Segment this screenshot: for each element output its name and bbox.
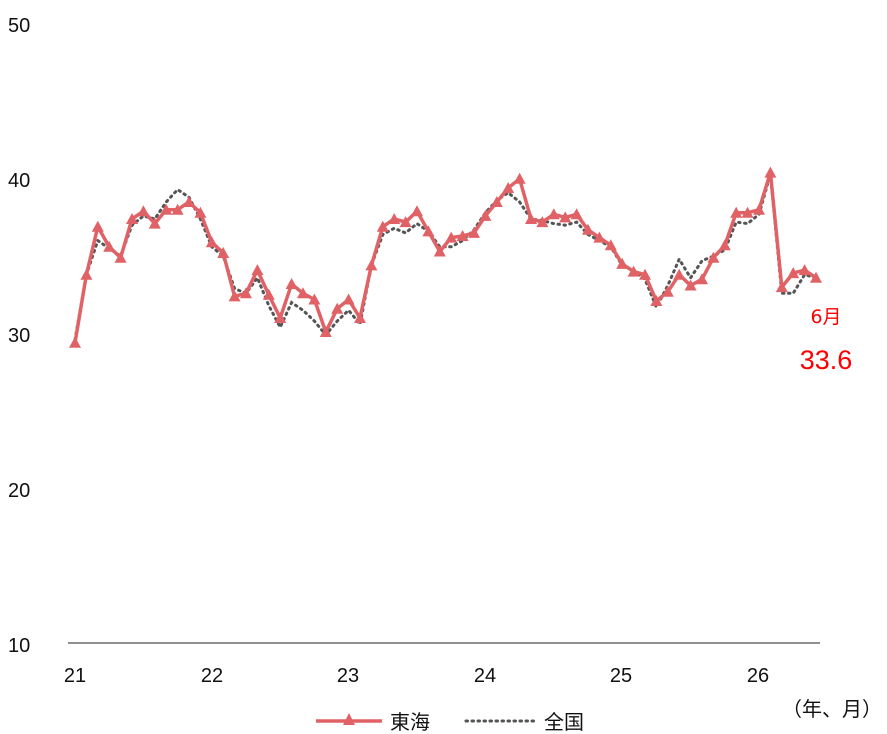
data-point-tokai — [160, 203, 173, 215]
y-tick-50: 50 — [8, 15, 30, 37]
data-point-tokai — [433, 245, 446, 257]
data-point-tokai — [240, 287, 252, 299]
data-point-tokai — [730, 206, 743, 218]
data-point-tokai — [582, 223, 594, 235]
data-point-tokai — [399, 216, 412, 228]
data-point-tokai — [456, 230, 469, 241]
x-tick-26: 26 — [747, 665, 769, 687]
data-point-tokai — [502, 182, 515, 193]
data-point-tokai — [764, 166, 777, 178]
data-point-tokai — [194, 206, 207, 218]
data-point-tokai — [148, 217, 161, 229]
y-tick-40: 40 — [8, 170, 30, 192]
series-tokai — [69, 166, 822, 348]
data-point-tokai — [365, 259, 378, 271]
data-point-tokai — [673, 268, 686, 280]
data-point-tokai — [650, 295, 663, 306]
x-unit-label: （年、月） — [782, 697, 882, 721]
x-tick-21: 21 — [64, 665, 86, 687]
data-point-tokai — [593, 231, 606, 243]
data-point-tokai — [741, 206, 754, 218]
data-point-tokai — [274, 312, 287, 323]
annotation-value: 33.6 — [800, 345, 853, 375]
data-point-tokai — [627, 265, 640, 277]
legend-label-national: 全国 — [544, 710, 584, 734]
data-point-tokai — [354, 312, 366, 323]
data-point-tokai — [513, 172, 526, 184]
data-point-tokai — [205, 236, 218, 248]
data-point-tokai — [91, 220, 104, 232]
series-national — [73, 173, 818, 342]
data-point-tokai — [536, 216, 549, 228]
data-point-tokai — [137, 205, 150, 217]
data-point-tokai — [798, 264, 811, 276]
legend-label-tokai: 東海 — [390, 710, 430, 734]
y-tick-10: 10 — [8, 635, 30, 657]
data-point-tokai — [342, 293, 355, 305]
data-point-tokai — [559, 211, 572, 223]
data-point-tokai — [308, 293, 321, 305]
legend-marker-tokai — [343, 713, 355, 725]
data-point-tokai — [183, 196, 195, 207]
data-point-tokai — [103, 240, 116, 252]
data-point-tokai — [388, 213, 401, 224]
x-tick-25: 25 — [610, 665, 632, 687]
data-point-tokai — [753, 203, 765, 215]
data-point-tokai — [228, 290, 241, 302]
data-point-tokai — [411, 205, 423, 217]
data-point-tokai — [297, 287, 309, 299]
data-point-tokai — [376, 220, 389, 232]
data-point-tokai — [718, 239, 731, 251]
x-tick-22: 22 — [201, 665, 223, 687]
data-point-tokai — [525, 213, 537, 224]
data-point-tokai — [468, 226, 480, 238]
data-point-tokai — [114, 251, 127, 263]
x-tick-24: 24 — [474, 665, 496, 687]
y-tick-20: 20 — [8, 480, 30, 502]
data-point-tokai — [319, 326, 332, 337]
data-point-tokai — [570, 208, 583, 220]
data-point-tokai — [604, 239, 617, 251]
data-point-tokai — [69, 336, 81, 348]
annotation-month: 6月 — [810, 306, 841, 328]
data-point-tokai — [479, 209, 492, 221]
data-point-tokai — [262, 288, 275, 300]
data-point-tokai — [126, 213, 138, 224]
data-point-tokai — [422, 225, 435, 237]
legend: 東海 全国 — [316, 710, 584, 734]
series-line-tokai — [73, 170, 817, 344]
data-point-tokai — [707, 251, 720, 263]
data-point-tokai — [810, 271, 822, 283]
data-point-tokai — [80, 268, 93, 280]
data-point-tokai — [696, 273, 708, 285]
data-point-tokai — [445, 231, 458, 243]
data-point-tokai — [285, 278, 298, 289]
data-point-tokai — [684, 279, 697, 291]
data-point-tokai — [616, 257, 629, 269]
data-point-tokai — [661, 285, 674, 297]
data-point-tokai — [171, 203, 184, 215]
data-point-tokai — [787, 267, 800, 279]
data-point-tokai — [639, 268, 651, 280]
data-point-tokai — [547, 208, 560, 220]
data-point-tokai — [251, 264, 264, 276]
data-point-tokai — [217, 247, 230, 258]
x-tick-23: 23 — [337, 665, 359, 687]
y-tick-30: 30 — [8, 325, 30, 347]
data-point-tokai — [775, 281, 788, 293]
data-point-tokai — [331, 302, 344, 314]
data-point-tokai — [490, 196, 503, 207]
series-line-national — [73, 173, 818, 342]
